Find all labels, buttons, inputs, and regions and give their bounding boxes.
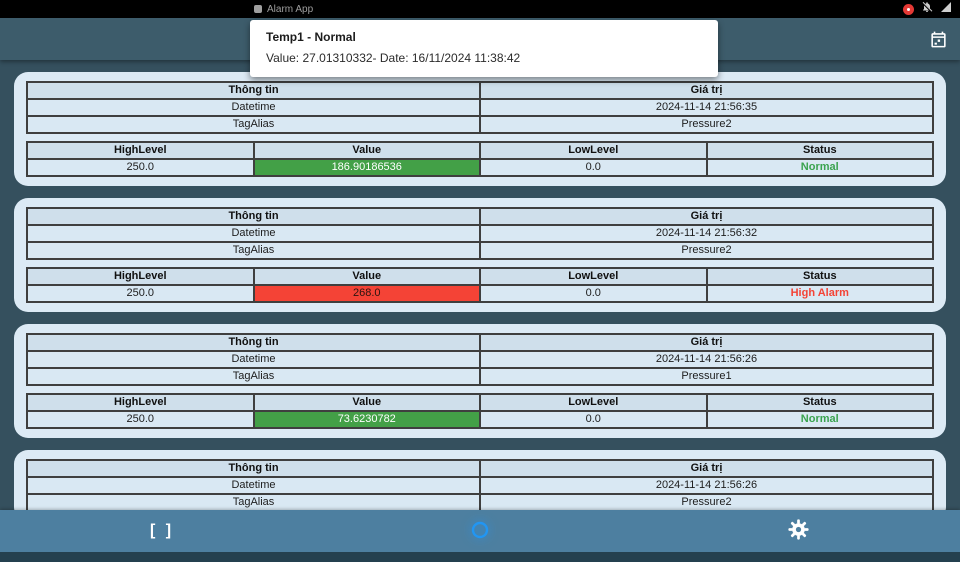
lowlevel-value: 0.0 xyxy=(479,284,708,303)
lowlevel-header: LowLevel xyxy=(479,393,708,412)
bottom-navigation-bar: [ ] xyxy=(0,510,960,552)
datetime-value: 2024-11-14 21:56:26 xyxy=(479,476,934,495)
recents-button[interactable]: [ ] xyxy=(140,513,184,549)
datetime-label: Datetime xyxy=(26,476,481,495)
status-badge: High Alarm xyxy=(705,284,934,303)
toast-body: Value: 27.01310332- Date: 16/11/2024 11:… xyxy=(266,51,521,65)
info-table: Thông tin Giá trị Datetime 2024-11-14 21… xyxy=(26,81,934,134)
calendar-icon[interactable] xyxy=(929,30,948,49)
lowlevel-value: 0.0 xyxy=(479,158,708,177)
datetime-value: 2024-11-14 21:56:35 xyxy=(479,98,934,117)
highlevel-value: 250.0 xyxy=(26,284,255,303)
status-badge: Normal xyxy=(705,410,934,429)
value-header: Giá trị xyxy=(479,333,934,352)
bottom-edge-strip xyxy=(0,552,960,562)
toast-title: Temp1 - Normal xyxy=(266,30,356,44)
settings-button[interactable] xyxy=(776,513,820,549)
info-table: Thông tin Giá trị Datetime 2024-11-14 21… xyxy=(26,207,934,260)
status-badge: Normal xyxy=(705,158,934,177)
alarm-card: Thông tin Giá trị Datetime 2024-11-14 21… xyxy=(14,72,946,186)
settings-gear-icon xyxy=(787,519,809,543)
datetime-label: Datetime xyxy=(26,224,481,243)
highlevel-value: 250.0 xyxy=(26,158,255,177)
status-notification-area: Alarm App xyxy=(254,0,313,18)
home-button[interactable] xyxy=(458,513,502,549)
info-header: Thông tin xyxy=(26,81,481,100)
info-header: Thông tin xyxy=(26,207,481,226)
info-header: Thông tin xyxy=(26,459,481,478)
status-header: Status xyxy=(705,267,934,286)
current-value: 73.6230782 xyxy=(252,410,481,429)
info-header: Thông tin xyxy=(26,333,481,352)
tagalias-value: Pressure1 xyxy=(479,367,934,386)
status-icons xyxy=(903,0,952,18)
home-icon xyxy=(470,520,490,543)
tagalias-value: Pressure2 xyxy=(479,241,934,260)
lowlevel-header: LowLevel xyxy=(479,267,708,286)
tagalias-label: TagAlias xyxy=(26,241,481,260)
tagalias-value: Pressure2 xyxy=(479,115,934,134)
alarm-card: Thông tin Giá trị Datetime 2024-11-14 21… xyxy=(14,450,946,510)
tagalias-label: TagAlias xyxy=(26,493,481,510)
value-header: Value xyxy=(252,141,481,160)
highlevel-header: HighLevel xyxy=(26,141,255,160)
record-icon xyxy=(903,3,914,15)
alarm-card-list: Thông tin Giá trị Datetime 2024-11-14 21… xyxy=(0,60,960,510)
info-table: Thông tin Giá trị Datetime 2024-11-14 21… xyxy=(26,333,934,386)
highlevel-value: 250.0 xyxy=(26,410,255,429)
value-header: Giá trị xyxy=(479,207,934,226)
value-header: Giá trị xyxy=(479,81,934,100)
tagalias-label: TagAlias xyxy=(26,367,481,386)
info-table: Thông tin Giá trị Datetime 2024-11-14 21… xyxy=(26,459,934,510)
current-value: 268.0 xyxy=(252,284,481,303)
alarm-table: HighLevel Value LowLevel Status 250.0 18… xyxy=(26,141,934,177)
recents-icon: [ ] xyxy=(149,522,175,539)
lowlevel-value: 0.0 xyxy=(479,410,708,429)
datetime-label: Datetime xyxy=(26,350,481,369)
datetime-value: 2024-11-14 21:56:26 xyxy=(479,350,934,369)
alarm-card: Thông tin Giá trị Datetime 2024-11-14 21… xyxy=(14,324,946,438)
value-header: Value xyxy=(252,393,481,412)
alarm-table: HighLevel Value LowLevel Status 250.0 73… xyxy=(26,393,934,429)
lowlevel-header: LowLevel xyxy=(479,141,708,160)
alarm-toast-notification[interactable]: Temp1 - Normal Value: 27.01310332- Date:… xyxy=(250,20,718,77)
status-header: Status xyxy=(705,393,934,412)
app-notification-icon xyxy=(254,5,262,13)
status-bar: Alarm App xyxy=(0,0,960,18)
notifications-off-icon xyxy=(921,0,933,18)
current-value: 186.90186536 xyxy=(252,158,481,177)
highlevel-header: HighLevel xyxy=(26,267,255,286)
value-header: Giá trị xyxy=(479,459,934,478)
datetime-label: Datetime xyxy=(26,98,481,117)
value-header: Value xyxy=(252,267,481,286)
alarm-card: Thông tin Giá trị Datetime 2024-11-14 21… xyxy=(14,198,946,312)
tagalias-label: TagAlias xyxy=(26,115,481,134)
tagalias-value: Pressure2 xyxy=(479,493,934,510)
alarm-table: HighLevel Value LowLevel Status 250.0 26… xyxy=(26,267,934,303)
network-icon xyxy=(940,0,952,18)
highlevel-header: HighLevel xyxy=(26,393,255,412)
status-header: Status xyxy=(705,141,934,160)
status-app-label: Alarm App xyxy=(267,3,314,15)
datetime-value: 2024-11-14 21:56:32 xyxy=(479,224,934,243)
